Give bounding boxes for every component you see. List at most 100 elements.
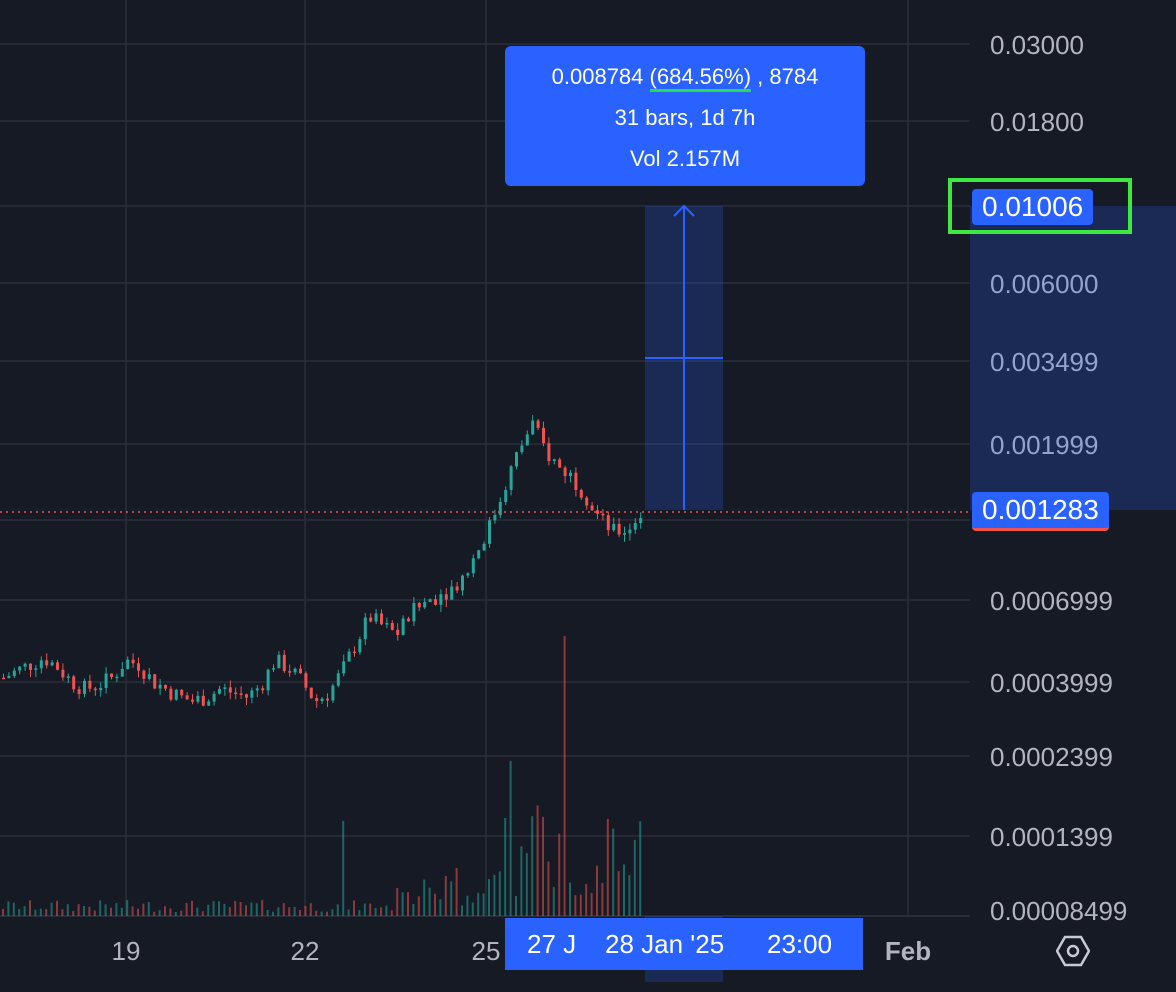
- candle-body: [56, 662, 59, 670]
- candle-body: [110, 673, 113, 677]
- volume-bar: [525, 853, 528, 916]
- volume-bar: [7, 901, 10, 916]
- candle-body: [293, 668, 297, 673]
- measure-bars: 31 bars, 1d 7h: [614, 105, 756, 130]
- volume-bar: [520, 846, 523, 916]
- volume-bar: [477, 892, 480, 916]
- y-tick-label: 0.03000: [990, 30, 1084, 60]
- candle-body: [461, 575, 464, 591]
- y-tick-label: 0.00008499: [990, 896, 1127, 926]
- candle-body: [617, 523, 621, 535]
- candle-body: [542, 427, 545, 444]
- volume-bar: [423, 879, 426, 916]
- volume-bar: [228, 907, 231, 916]
- measure-zone-axis: [970, 206, 1176, 510]
- candle-body: [455, 586, 459, 591]
- y-tick-label: 0.0002399: [990, 742, 1113, 772]
- candle-body: [126, 659, 130, 669]
- volume-bar: [536, 805, 539, 916]
- volume-bar: [547, 861, 550, 916]
- volume-bar: [385, 905, 388, 916]
- settings-gear-icon[interactable]: [1056, 934, 1090, 968]
- candle-body: [255, 688, 259, 691]
- candle-body: [174, 689, 178, 700]
- candle-body: [201, 695, 205, 706]
- candle-body: [72, 676, 76, 690]
- candle-body: [612, 523, 616, 531]
- volume-bar: [623, 864, 625, 916]
- candle-body: [347, 651, 351, 662]
- volume-bar: [331, 909, 334, 916]
- candle-body: [277, 654, 281, 669]
- measure-percent: (684.56%): [649, 64, 752, 89]
- candle-body: [488, 520, 491, 544]
- volume-bar: [617, 871, 620, 916]
- volume-bar: [88, 906, 91, 916]
- volume-bar: [401, 892, 404, 916]
- candle-body: [272, 668, 275, 670]
- candle-body: [326, 698, 329, 701]
- volume-bar: [390, 910, 393, 916]
- candle-body: [444, 594, 448, 600]
- volume-bar: [315, 910, 318, 916]
- y-tick-label: 0.0006999: [990, 586, 1113, 616]
- volume-bar: [336, 904, 339, 916]
- volume-bar: [369, 903, 372, 916]
- candle-body: [23, 663, 27, 667]
- candle-body: [515, 452, 518, 467]
- candle-body: [520, 445, 524, 453]
- candle-body: [83, 680, 86, 694]
- current-price-tag: 0.001283: [972, 492, 1109, 531]
- candle-body: [504, 490, 508, 502]
- volume-bar: [255, 903, 258, 916]
- candle-body: [104, 673, 108, 688]
- candle-body: [412, 603, 416, 622]
- y-tick-label: 0.001999: [990, 430, 1098, 460]
- candle-body: [29, 663, 32, 670]
- volume-bar: [45, 909, 48, 916]
- volume-bar: [455, 868, 458, 916]
- candle-body: [142, 670, 146, 679]
- volume-bar: [277, 907, 280, 916]
- measure-price-change: 0.008784: [551, 64, 644, 89]
- volume-bar: [606, 818, 609, 916]
- volume-bar: [434, 893, 436, 916]
- volume-bar: [342, 821, 345, 916]
- candle-body: [558, 459, 562, 468]
- candle-body: [439, 594, 443, 605]
- candle-body: [196, 695, 200, 702]
- candle-body: [531, 420, 535, 435]
- candle-body: [169, 688, 173, 700]
- candle-body: [185, 695, 189, 700]
- volume-bar: [358, 910, 361, 916]
- candle-body: [131, 659, 135, 664]
- candle-body: [601, 513, 605, 516]
- volume-bar: [2, 909, 4, 916]
- y-tick-label: 0.003499: [990, 347, 1098, 377]
- candle-body: [61, 669, 65, 678]
- volume-bar: [207, 904, 210, 916]
- volume-bar: [488, 879, 490, 916]
- volume-bar: [450, 881, 453, 916]
- volume-bar: [201, 911, 204, 916]
- candle-body: [2, 677, 5, 680]
- volume-bar: [299, 910, 301, 916]
- candle-body: [596, 510, 599, 514]
- y-tick-label: 0.01800: [990, 107, 1084, 137]
- candle-body: [234, 692, 238, 695]
- volume-bar: [147, 902, 150, 916]
- candle-body: [164, 684, 167, 689]
- volume-bar: [374, 907, 377, 916]
- candle-body: [115, 676, 119, 679]
- volume-bar: [628, 875, 631, 916]
- volume-bar: [23, 906, 26, 916]
- volume-bar: [482, 893, 485, 916]
- volume-bar: [234, 901, 237, 916]
- candle-body: [212, 693, 216, 702]
- candle-body: [180, 689, 184, 696]
- candle-body: [261, 688, 265, 691]
- candle-body: [7, 675, 11, 678]
- volume-bar: [304, 905, 307, 916]
